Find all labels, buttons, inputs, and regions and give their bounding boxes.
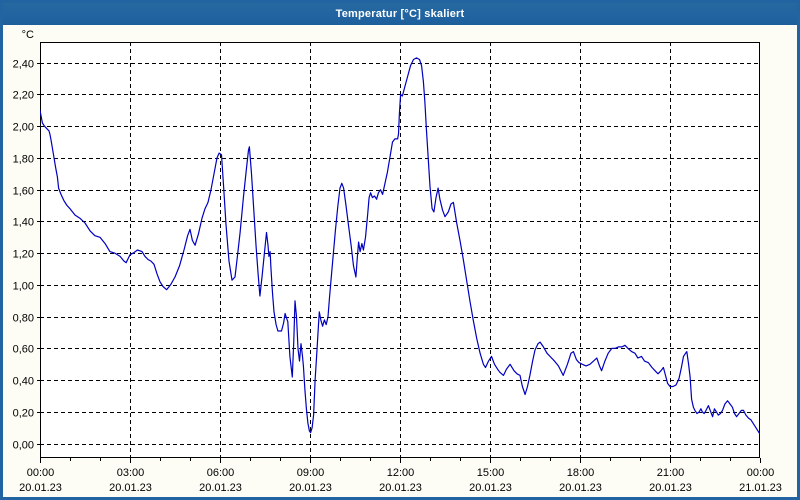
plot-frame (40, 42, 760, 458)
x-tick-time-label: 12:00 (387, 467, 415, 479)
y-tick-label: 0,40 (13, 376, 34, 388)
x-tick-time-label: 03:00 (117, 467, 145, 479)
x-tick-time-label: 06:00 (207, 467, 235, 479)
y-tick-label: 1,60 (13, 186, 34, 198)
y-tick-label: 1,80 (13, 154, 34, 166)
temperature-chart: 0,00 0,20 0,40 0,60 0,80 1,00 1,20 1,40 1,60 1,80… (13, 29, 782, 494)
y-tick-label: 1,00 (13, 281, 34, 293)
y-tick-label: 1,20 (13, 249, 34, 261)
x-tick-time-label: 00:00 (747, 467, 775, 479)
y-tick-label: 0,60 (13, 344, 34, 356)
x-tick-date-label: 20.01.23 (379, 482, 422, 494)
window-title: Temperatur [°C] skaliert (335, 8, 465, 20)
x-tick-date-label: 20.01.23 (19, 482, 62, 494)
y-tick-label: 0,80 (13, 313, 34, 325)
x-tick-time-label: 15:00 (477, 467, 505, 479)
x-tick-date-label: 20.01.23 (109, 482, 152, 494)
chart-area: 0,00 0,20 0,40 0,60 0,80 1,00 1,20 1,40 1,60 1,80… (3, 25, 797, 497)
x-tick-time-label: 00:00 (27, 467, 55, 479)
y-tick-label: 0,00 (13, 440, 34, 452)
y-tick-label: 2,40 (13, 59, 34, 71)
x-tick-time-label: 21:00 (657, 467, 685, 479)
x-tick-date-label: 20.01.23 (469, 482, 512, 494)
x-tick-date-label: 20.01.23 (199, 482, 242, 494)
x-tick-date-label: 21.01.23 (739, 482, 782, 494)
y-tick-label: 1,40 (13, 217, 34, 229)
y-tick-label: 2,00 (13, 122, 34, 134)
temperature-line (40, 57, 760, 435)
x-tick-date-label: 20.01.23 (289, 482, 332, 494)
y-tick-label: 0,20 (13, 408, 34, 420)
x-tick-date-label: 20.01.23 (559, 482, 602, 494)
y-axis-unit-label: °C (22, 29, 34, 41)
y-tick-label: 2,20 (13, 90, 34, 102)
x-tick-time-label: 18:00 (567, 467, 595, 479)
x-tick-date-label: 20.01.23 (649, 482, 692, 494)
x-tick-time-label: 09:00 (297, 467, 325, 479)
title-bar[interactable]: Temperatur [°C] skaliert (3, 3, 797, 25)
